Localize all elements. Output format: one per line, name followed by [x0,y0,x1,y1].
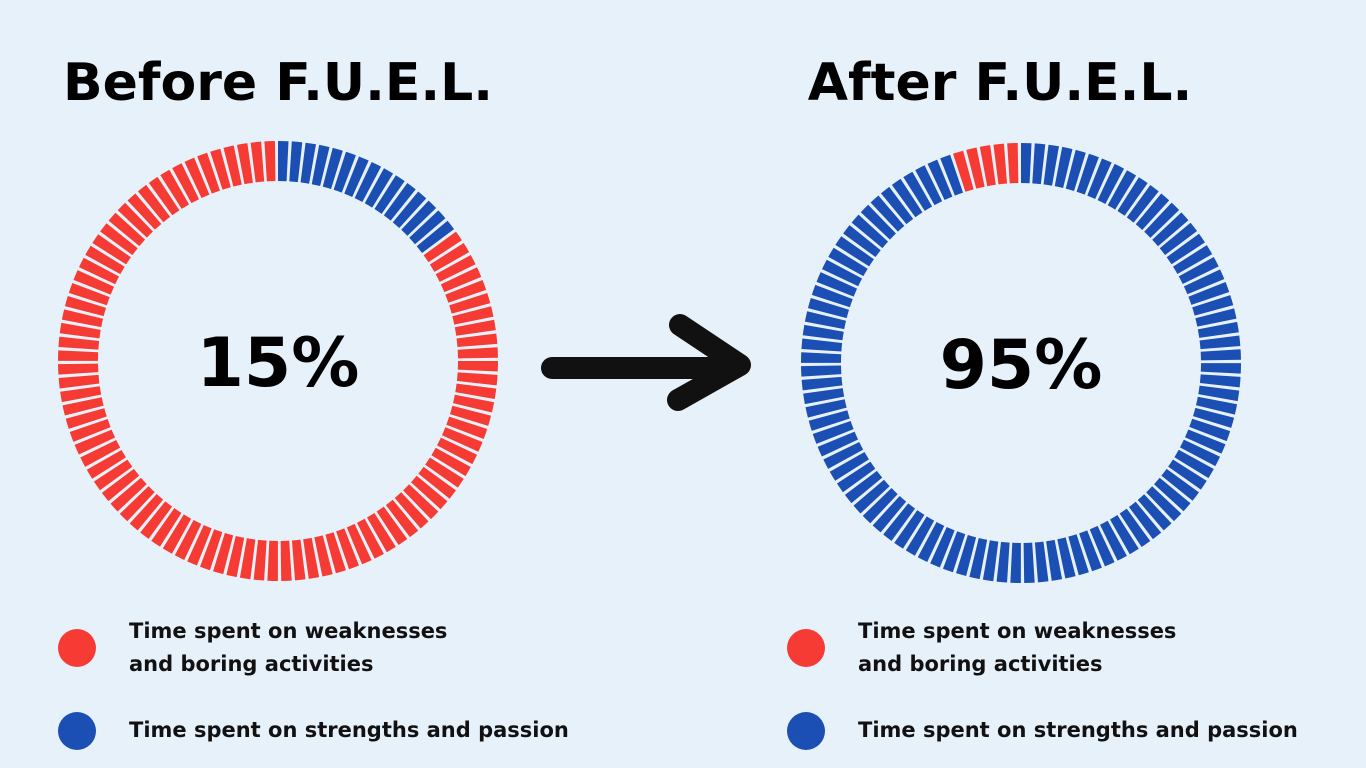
legend-label: Time spent on strengths and passion [858,718,1298,742]
center-label: 95% [940,326,1103,405]
legend-label: Time spent on weaknesses and boring acti… [129,619,448,676]
legend-label: Time spent on weaknesses and boring acti… [858,619,1177,676]
arrow [541,314,751,411]
legend-swatch [787,712,825,750]
center-label: 15% [197,324,360,403]
legend-swatch [58,712,96,750]
chart-title: Before F.U.E.L. [63,53,493,113]
legend-label: Time spent on strengths and passion [129,718,569,742]
donut-segment [58,141,498,581]
legend-swatch [58,629,96,667]
legend-swatch [787,629,825,667]
donut-segment [801,143,1241,583]
donut-segment [953,143,1022,192]
donut-segment [277,141,456,256]
chart-title: After F.U.E.L. [808,53,1193,113]
